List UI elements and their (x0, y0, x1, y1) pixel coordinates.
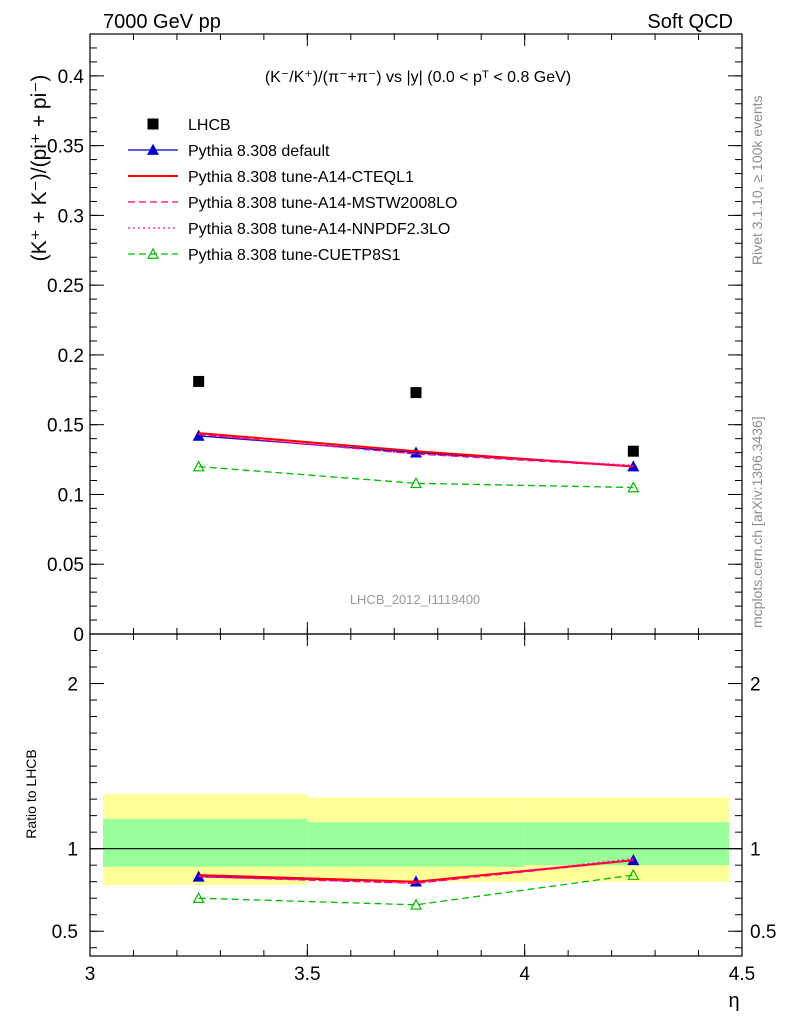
top-lhcb-point (410, 387, 422, 399)
plot-title: (K⁻/K⁺)/(π⁻+π⁻) vs |y| (0.0 < pᵀ < 0.8 G… (265, 69, 571, 86)
y-tick-label: 0 (73, 625, 84, 646)
ratio-panel: 0.5 0.5 1 1 2 2 3 3.5 4 4.5 Ratio to LHCB η (23, 633, 776, 1012)
top-pythia-8-308-tune-a14-mstw2008lo-line (198, 433, 634, 468)
y-tick-label: 0.15 (47, 416, 84, 437)
ratio-pythia-8-308-tune-cuetp8s1-point (627, 868, 640, 880)
ratio-y-axis-label: Ratio to LHCB (23, 749, 39, 838)
top-lhcb-point (193, 375, 205, 387)
legend-pythia-8-308-tune-a14-nnpdf2-3lo-label: Pythia 8.308 tune-A14-NNPDF2.3LO (188, 221, 450, 238)
uncertainty-band-inner (524, 822, 729, 866)
top-y-axis-label: (K⁺ + K⁻)/(pi⁺ + pi⁻) (28, 75, 51, 262)
top-lhcb-point (627, 445, 639, 457)
ratio-y-tick-label-right: 0.5 (750, 922, 776, 943)
legend-pythia-8-308-tune-cuetp8s1-label: Pythia 8.308 tune-CUETP8S1 (188, 247, 401, 264)
legend-pythia-8-308-default-marker (146, 143, 160, 155)
y-tick-label: 0.3 (58, 206, 84, 227)
y-tick-label: 0.1 (58, 485, 84, 506)
ratio-pythia-8-308-tune-cuetp8s1-point (192, 891, 205, 904)
top-pythia-8-308-tune-cuetp8s1-point (627, 481, 640, 493)
legend-pythia-8-308-tune-a14-mstw2008lo-label: Pythia 8.308 tune-A14-MSTW2008LO (188, 195, 457, 212)
uncertainty-band-inner (307, 822, 525, 867)
rivet-version-text: Rivet 3.1.10, ≥ 100k events (749, 95, 765, 265)
y-tick-label: 0.2 (58, 346, 84, 367)
y-tick-label: 0.4 (58, 67, 85, 88)
legend-lhcb-marker (147, 118, 159, 130)
x-tick-label: 4.5 (729, 964, 755, 985)
top-pythia-8-308-tune-cuetp8s1-line (198, 465, 634, 489)
mcplots-source-text: mcplots.cern.ch [arXiv:1306.3436] (749, 416, 765, 628)
ratio-y-tick-label: 0.5 (52, 922, 78, 943)
top-pythia-8-308-tune-cuetp8s1-point (409, 477, 423, 489)
analysis-tag: LHCB_2012_I1119400 (350, 592, 480, 607)
ratio-y-tick-label: 1 (67, 840, 78, 861)
ratio-y-tick-label: 2 (67, 675, 78, 696)
y-tick-label: 0.05 (47, 555, 84, 576)
ratio-pythia-8-308-tune-cuetp8s1-line (198, 874, 634, 906)
uncertainty-band-inner (103, 818, 308, 867)
ratio-y-tick-label-right: 2 (750, 675, 761, 696)
ratio-pythia-8-308-tune-a14-mstw2008lo-line (198, 859, 634, 884)
x-tick-label: 4 (519, 964, 530, 985)
x-tick-label: 3.5 (294, 964, 320, 985)
ratio-y-tick-label-right: 1 (750, 840, 761, 861)
legend-pythia-8-308-default-label: Pythia 8.308 default (188, 143, 330, 160)
legend-pythia-8-308-tune-a14-cteql1-label: Pythia 8.308 tune-A14-CTEQL1 (188, 169, 414, 186)
ratio-plot-frame (89, 633, 743, 957)
ratio-pythia-8-308-tune-cuetp8s1-point (409, 898, 423, 910)
x-tick-label: 3 (85, 964, 96, 985)
top-pythia-8-308-tune-a14-cteql1-line (198, 432, 634, 468)
y-tick-label: 0.35 (47, 137, 84, 158)
y-tick-label: 0.25 (47, 276, 84, 297)
top-panel: 0 0.05 0.1 0.15 0.2 0.25 0.3 0.35 0.4 (K⁻/K⁺)/(π… (28, 33, 743, 646)
legend-pythia-8-308-tune-cuetp8s1-marker (146, 247, 160, 259)
top-pythia-8-308-tune-cuetp8s1-point (192, 460, 205, 472)
header-right: Soft QCD (647, 11, 733, 33)
top-pythia-8-308-default-point (192, 429, 205, 441)
legend-lhcb-label: LHCB (188, 117, 231, 134)
legend: LHCB Pythia 8.308 default Pythia 8.308 tun… (128, 117, 457, 264)
x-axis-label: η (728, 990, 739, 1012)
header-left: 7000 GeV pp (103, 11, 221, 33)
